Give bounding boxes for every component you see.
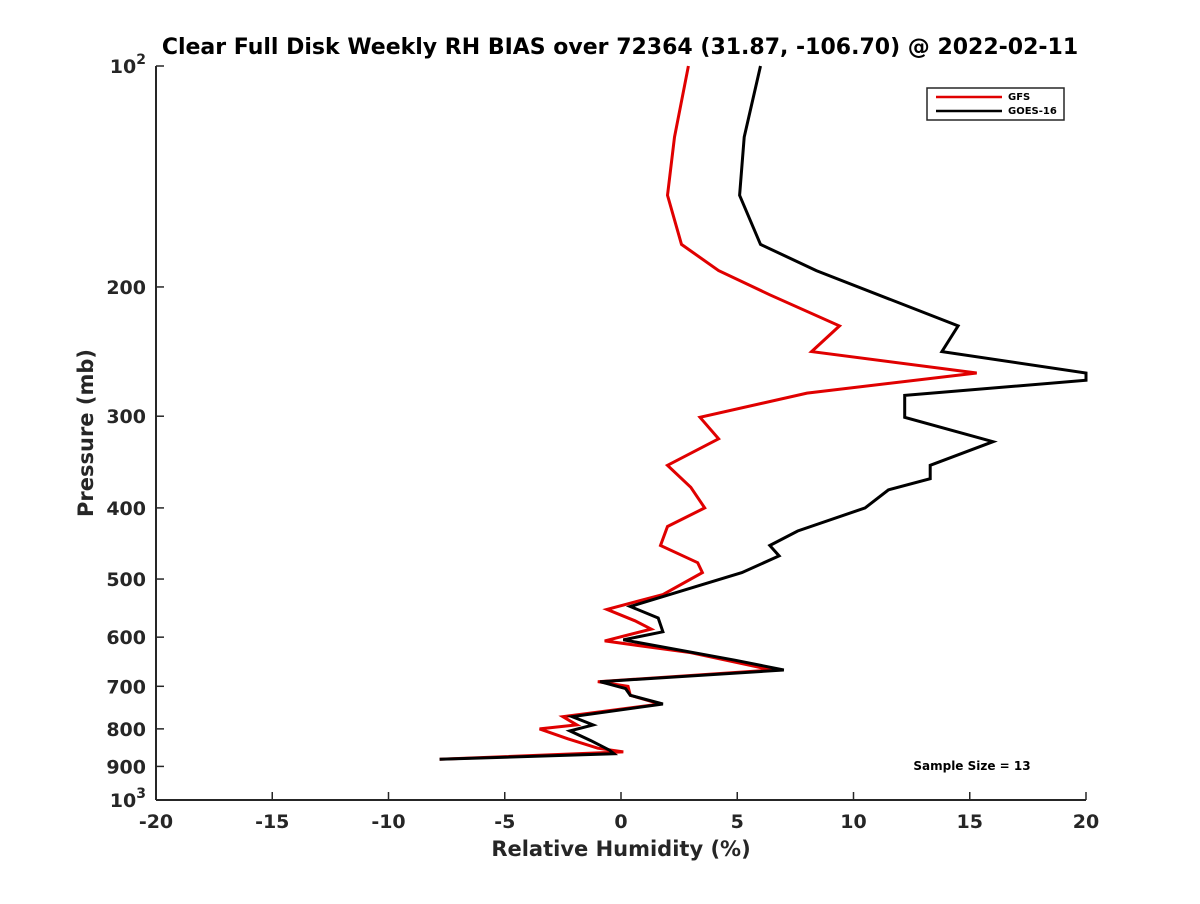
x-tick-label: -5 (494, 811, 515, 833)
chart-legend: GFS GOES-16 (926, 87, 1065, 121)
y-tick-label: 800 (106, 719, 146, 741)
x-axis-ticks: -20 -15 -10 -5 0 5 10 15 20 (139, 792, 1099, 833)
y-axis-label: Pressure (mb) (74, 349, 98, 517)
y-tick-label: 300 (106, 406, 146, 428)
series-line-gfs (439, 65, 977, 761)
x-tick-label: -15 (255, 811, 289, 833)
y-tick-label: 500 (106, 569, 146, 591)
x-tick-label: 20 (1073, 811, 1099, 833)
y-tick-label: 102 (110, 52, 146, 78)
x-tick-label: 0 (614, 811, 627, 833)
x-tick-label: 15 (957, 811, 983, 833)
y-tick-label: 400 (106, 498, 146, 520)
x-tick-label: 10 (840, 811, 866, 833)
y-tick-label: 900 (106, 756, 146, 778)
sample-size-annotation: Sample Size = 13 (913, 759, 1030, 773)
y-tick-label: 600 (106, 627, 146, 649)
series-line-goes-16 (439, 65, 1088, 761)
y-axis-ticks: 102 200 300 400 500 600 700 800 900 103 (106, 52, 164, 812)
legend-label-goes-16: GOES-16 (1008, 106, 1057, 117)
series-layer (439, 65, 1088, 761)
x-axis-label: Relative Humidity (%) (491, 837, 750, 861)
y-tick-label: 103 (110, 786, 146, 812)
x-tick-label: -10 (371, 811, 405, 833)
y-tick-label: 700 (106, 676, 146, 698)
x-tick-label: -20 (139, 811, 173, 833)
legend-label-gfs: GFS (1008, 92, 1030, 103)
legend-box (926, 87, 1065, 121)
chart-title: Clear Full Disk Weekly RH BIAS over 7236… (162, 35, 1078, 60)
y-tick-label: 200 (106, 277, 146, 299)
x-tick-label: 5 (731, 811, 744, 833)
